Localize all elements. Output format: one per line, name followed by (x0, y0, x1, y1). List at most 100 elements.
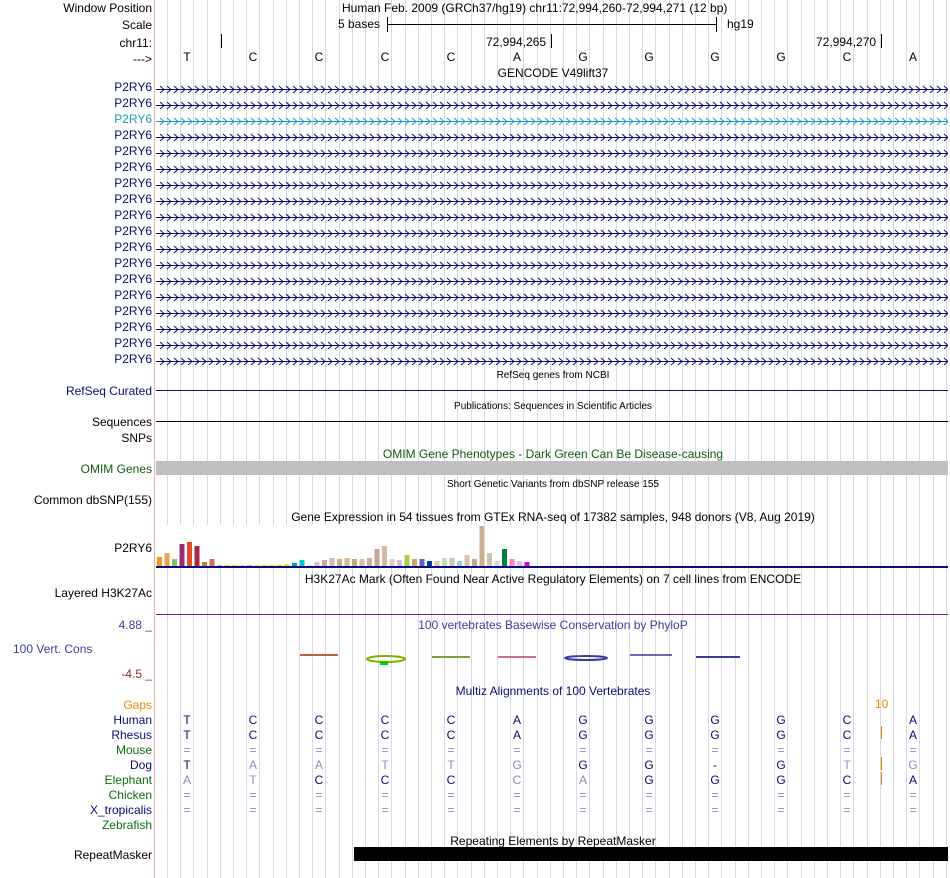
gene-label[interactable]: P2RY6 (114, 112, 152, 126)
repeat-label[interactable]: RepeatMasker (73, 848, 152, 862)
gtex-tissue-bar[interactable] (502, 549, 507, 567)
gtex-tissue-bar[interactable] (187, 542, 192, 567)
refseq-gene-line[interactable] (156, 390, 948, 391)
gene-label[interactable]: P2RY6 (114, 128, 152, 142)
gtex-tissue-bar[interactable] (157, 557, 162, 567)
omim-label[interactable]: OMIM Genes (80, 462, 152, 476)
gene-transcript[interactable] (156, 131, 949, 142)
gene-label[interactable]: P2RY6 (114, 352, 152, 366)
gtex-tissue-bar[interactable] (329, 558, 335, 567)
gene-transcript[interactable] (156, 243, 949, 254)
gene-label[interactable]: P2RY6 (114, 240, 152, 254)
gtex-tissue-bar[interactable] (344, 558, 350, 567)
gtex-tissue-bar[interactable] (517, 561, 522, 567)
gtex-tissue-bar[interactable] (524, 562, 530, 567)
gtex-tissue-bar[interactable] (419, 559, 425, 567)
gene-transcript[interactable] (156, 83, 949, 94)
gene-label[interactable]: P2RY6 (114, 336, 152, 350)
gene-label[interactable]: P2RY6 (114, 320, 152, 334)
gtex-tissue-bar[interactable] (352, 559, 357, 567)
gene-label[interactable]: P2RY6 (114, 208, 152, 222)
gene-transcript[interactable] (156, 147, 949, 158)
gtex-tissue-bar[interactable] (434, 561, 440, 567)
refseq-label[interactable]: RefSeq Curated (65, 384, 152, 398)
gtex-tissue-bar[interactable] (382, 546, 387, 567)
gtex-tissue-bar[interactable] (337, 559, 342, 567)
gene-transcript[interactable] (156, 179, 949, 190)
gene-label[interactable]: P2RY6 (114, 160, 152, 174)
species-label[interactable]: Rhesus (111, 728, 152, 742)
gene-label[interactable]: P2RY6 (114, 192, 152, 206)
gtex-tissue-bar[interactable] (209, 559, 215, 567)
gene-transcript[interactable] (156, 227, 949, 238)
gtex-tissue-bar[interactable] (194, 546, 200, 567)
gene-label[interactable]: P2RY6 (114, 144, 152, 158)
gene-transcript[interactable] (156, 323, 949, 334)
gene-transcript[interactable] (156, 211, 949, 222)
gene-label[interactable]: P2RY6 (114, 96, 152, 110)
species-label[interactable]: X_tropicalis (89, 803, 152, 817)
gene-transcript[interactable] (156, 163, 949, 174)
gene-transcript[interactable] (156, 259, 949, 270)
gtex-tissue-bar[interactable] (359, 559, 365, 567)
gene-transcript[interactable] (156, 307, 949, 318)
species-label[interactable]: Elephant (104, 773, 152, 787)
gene-label[interactable]: P2RY6 (114, 224, 152, 238)
gene-label[interactable]: P2RY6 (114, 304, 152, 318)
gene-transcript[interactable] (156, 355, 949, 366)
gtex-tissue-bar[interactable] (202, 562, 207, 567)
species-label[interactable]: Zebrafish (101, 818, 152, 832)
gtex-tissue-bar[interactable] (389, 559, 395, 567)
cons-plot[interactable] (156, 645, 948, 667)
gtex-label[interactable]: P2RY6 (114, 541, 152, 555)
gtex-panel[interactable] (156, 525, 532, 567)
gene-label[interactable]: P2RY6 (114, 256, 152, 270)
gtex-tissue-bar[interactable] (457, 561, 462, 567)
gtex-tissue-bar[interactable] (449, 558, 455, 567)
dbsnp-label[interactable]: Common dbSNP(155) (33, 493, 152, 507)
gtex-tissue-bar[interactable] (284, 564, 290, 567)
window-position-value[interactable]: Human Feb. 2009 (GRCh37/hg19) chr11:72,9… (342, 1, 728, 15)
gtex-tissue-bar[interactable] (367, 558, 372, 567)
repeat-element[interactable] (354, 847, 948, 861)
gtex-tissue-bar[interactable] (472, 559, 477, 567)
gtex-tissue-bar[interactable] (299, 560, 305, 567)
gene-transcript[interactable] (156, 275, 949, 286)
gtex-tissue-bar[interactable] (427, 561, 432, 567)
gene-label[interactable]: P2RY6 (114, 176, 152, 190)
gtex-tissue-bar[interactable] (164, 553, 170, 567)
gtex-tissue-bar[interactable] (494, 561, 500, 567)
cons-label[interactable]: 100 Vert. Cons (13, 642, 93, 656)
gene-transcript[interactable] (156, 115, 949, 126)
gtex-tissue-bar[interactable] (509, 559, 515, 567)
gene-transcript[interactable] (156, 291, 949, 302)
species-label[interactable]: Mouse (115, 743, 152, 757)
gtex-tissue-bar[interactable] (179, 544, 185, 567)
gene-label[interactable]: P2RY6 (114, 80, 152, 94)
snps-label[interactable]: SNPs (121, 431, 152, 445)
sequences-line[interactable] (156, 421, 948, 422)
gtex-tissue-bar[interactable] (374, 549, 380, 567)
gtex-tissue-bar[interactable] (442, 558, 447, 567)
gene-transcript[interactable] (156, 99, 949, 110)
gtex-tissue-bar[interactable] (404, 555, 410, 567)
gtex-tissue-bar[interactable] (412, 559, 417, 567)
gtex-tissue-bar[interactable] (322, 560, 327, 567)
species-label[interactable]: Chicken (108, 788, 152, 802)
gaps-label[interactable]: Gaps (123, 698, 152, 712)
gene-transcript[interactable] (156, 339, 949, 350)
gtex-tissue-bar[interactable] (292, 563, 297, 567)
gene-label[interactable]: P2RY6 (114, 272, 152, 286)
gtex-tissue-bar[interactable] (464, 555, 470, 567)
gene-label[interactable]: P2RY6 (114, 288, 152, 302)
species-label[interactable]: Human (113, 713, 152, 727)
omim-bar[interactable] (156, 461, 948, 475)
h3k-label[interactable]: Layered H3K27Ac (54, 586, 152, 600)
gtex-tissue-bar[interactable] (479, 526, 485, 567)
sequences-label[interactable]: Sequences (91, 415, 152, 429)
species-label[interactable]: Dog (129, 758, 152, 772)
gtex-tissue-bar[interactable] (487, 553, 492, 567)
gene-transcript[interactable] (156, 195, 949, 206)
gtex-tissue-bar[interactable] (172, 559, 177, 567)
gtex-tissue-bar[interactable] (397, 560, 402, 567)
